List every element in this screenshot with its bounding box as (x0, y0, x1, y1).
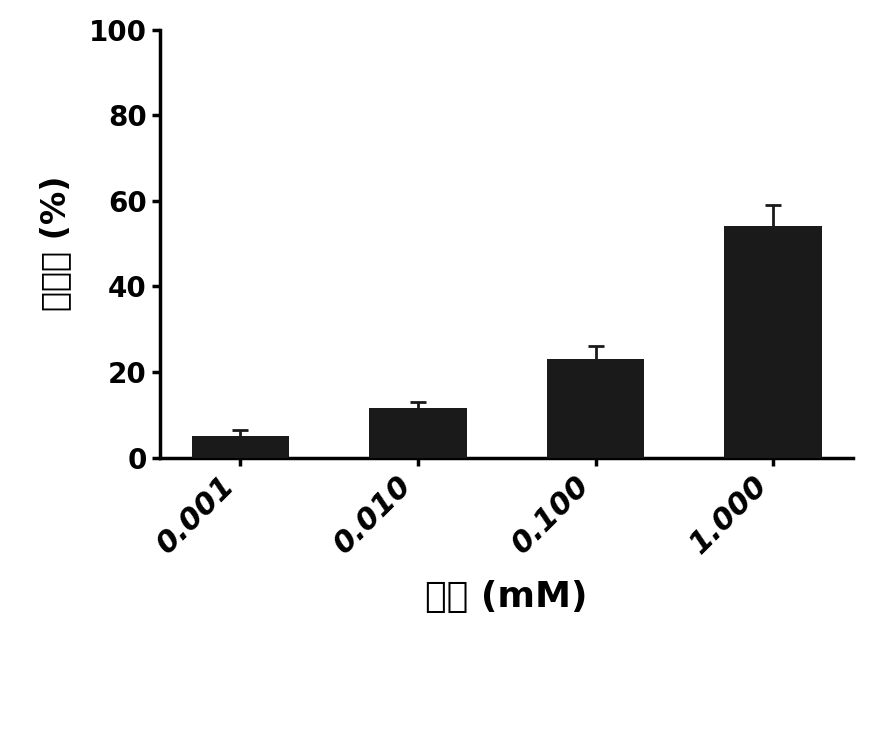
Bar (547, 359, 645, 458)
Y-axis label: 抑制率 (%): 抑制率 (%) (39, 176, 72, 311)
X-axis label: 浓度 (mM): 浓度 (mM) (426, 580, 588, 615)
Bar (191, 436, 289, 458)
Bar (725, 227, 822, 458)
Bar (369, 408, 467, 458)
